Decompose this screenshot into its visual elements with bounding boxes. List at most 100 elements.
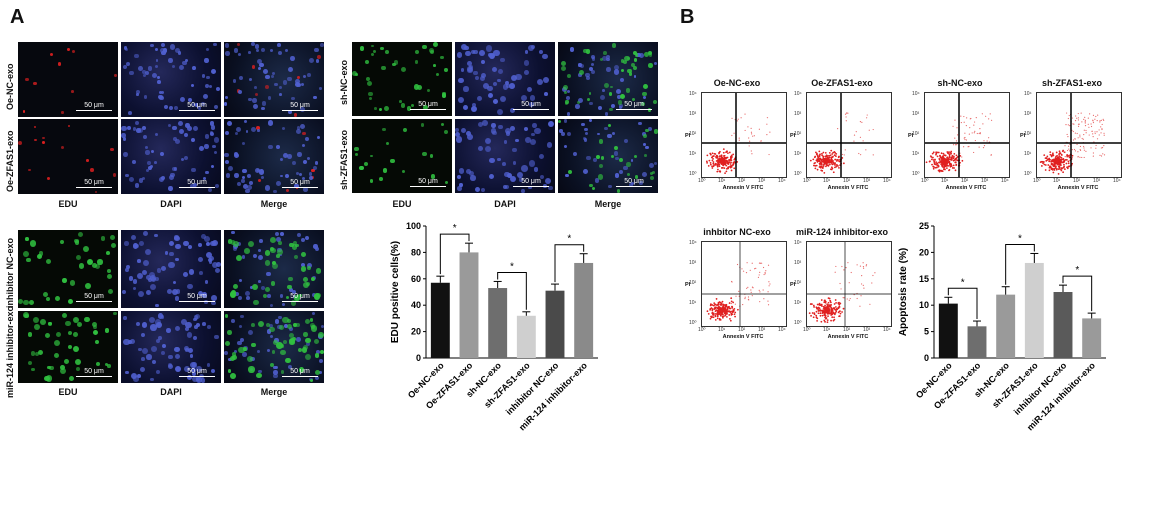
event-dot xyxy=(719,318,722,321)
event-dot xyxy=(826,312,829,315)
nucleus-dot xyxy=(182,60,187,66)
event-dot xyxy=(1057,159,1060,161)
event-dot xyxy=(747,286,749,289)
event-dot xyxy=(1096,138,1099,140)
nucleus-dot xyxy=(195,103,199,107)
event-dot xyxy=(815,314,818,317)
event-dot xyxy=(1054,157,1057,159)
nucleus-dot xyxy=(613,145,619,150)
nucleus-dot xyxy=(272,260,277,265)
nucleus-dot xyxy=(457,96,465,104)
nucleus-dot xyxy=(630,158,634,162)
nucleus-dot xyxy=(458,168,465,174)
nucleus-dot xyxy=(246,173,251,178)
nucleus-dot xyxy=(274,319,280,324)
event-dot xyxy=(1061,150,1064,153)
nucleus-dot xyxy=(286,323,293,330)
event-dot xyxy=(1084,116,1086,118)
nucleus-dot xyxy=(179,97,185,103)
event-dot xyxy=(710,307,713,309)
event-dot xyxy=(814,164,817,167)
nucleus-dot xyxy=(28,299,34,305)
flow-y-tick: 10⁰ xyxy=(689,320,697,326)
event-dot xyxy=(722,148,725,151)
event-dot xyxy=(714,313,717,315)
event-dot xyxy=(1074,138,1076,140)
event-dot xyxy=(841,311,843,313)
nucleus-dot xyxy=(293,322,298,327)
significance-bracket xyxy=(554,244,585,283)
event-dot xyxy=(720,167,723,169)
nucleus-dot xyxy=(615,156,619,160)
nucleus-dot xyxy=(270,281,276,286)
nucleus-dot xyxy=(193,183,198,188)
nucleus-dot xyxy=(381,65,386,71)
category-label: inhibitor NC-exo xyxy=(1012,360,1069,417)
nucleus-dot xyxy=(161,50,166,55)
nucleus-dot xyxy=(44,333,50,339)
event-dot xyxy=(727,306,730,309)
nucleus-dot xyxy=(585,49,591,55)
flow-title: Oe-NC-exo xyxy=(713,78,761,88)
nucleus-dot xyxy=(212,240,219,247)
event-dot xyxy=(1056,167,1058,170)
nucleus-dot xyxy=(122,137,127,142)
flow-x-tick: 10³ xyxy=(981,178,989,184)
event-dot xyxy=(707,312,710,315)
event-dot xyxy=(723,304,726,306)
event-dot xyxy=(1053,169,1056,171)
event-dot xyxy=(862,284,864,286)
nucleus-dot xyxy=(401,169,406,174)
nucleus-dot xyxy=(633,66,637,71)
nucleus-dot xyxy=(169,251,174,257)
event-dot xyxy=(742,270,745,272)
y-tick-label: 25 xyxy=(919,221,929,231)
event-dot xyxy=(759,271,761,273)
nucleus-dot xyxy=(313,244,318,249)
nucleus-dot xyxy=(137,374,142,379)
y-tick-label: 20 xyxy=(919,247,929,257)
nucleus-dot xyxy=(299,107,305,113)
event-dot xyxy=(819,314,822,317)
panel-label-a: A xyxy=(10,6,25,28)
nucleus-dot xyxy=(380,46,385,51)
col-label-edu: EDU xyxy=(392,199,412,209)
nucleus-dot xyxy=(174,235,181,242)
y-axis-label: Apoptosis rate (%) xyxy=(898,248,909,336)
event-dot xyxy=(1044,164,1047,166)
nucleus-dot xyxy=(547,185,553,191)
event-dot xyxy=(862,262,864,264)
event-dot xyxy=(728,151,731,154)
event-dot xyxy=(1083,133,1085,136)
event-dot xyxy=(833,307,836,309)
nucleus-dot xyxy=(142,231,148,237)
event-dot xyxy=(1099,120,1101,122)
nucleus-dot xyxy=(310,277,315,282)
event-dot xyxy=(821,314,824,317)
nucleus-dot xyxy=(209,121,215,126)
nucleus-dot xyxy=(287,284,292,290)
nucleus-dot xyxy=(529,160,536,167)
nucleus-dot xyxy=(641,171,647,177)
nucleus-dot xyxy=(214,335,219,340)
nucleus-dot xyxy=(154,133,159,137)
event-dot xyxy=(941,161,943,164)
nucleus-dot xyxy=(584,131,589,135)
event-dot xyxy=(742,303,744,306)
event-dot xyxy=(933,166,935,169)
micro-mir124-merge: 50 μm xyxy=(224,311,324,383)
event-dot xyxy=(706,154,709,157)
nucleus-dot xyxy=(60,146,64,150)
nucleus-dot xyxy=(191,103,195,107)
nucleus-dot xyxy=(485,137,492,145)
nucleus-dot xyxy=(154,160,158,164)
event-dot xyxy=(821,164,823,166)
event-dot xyxy=(1085,132,1087,134)
event-dot xyxy=(1054,165,1056,168)
nucleus-dot xyxy=(368,97,372,101)
nucleus-dot xyxy=(226,121,232,126)
event-dot xyxy=(952,159,955,162)
nucleus-dot xyxy=(586,76,590,81)
nucleus-dot xyxy=(261,101,267,106)
flow-xlabel: Annexin V FITC xyxy=(945,185,987,191)
